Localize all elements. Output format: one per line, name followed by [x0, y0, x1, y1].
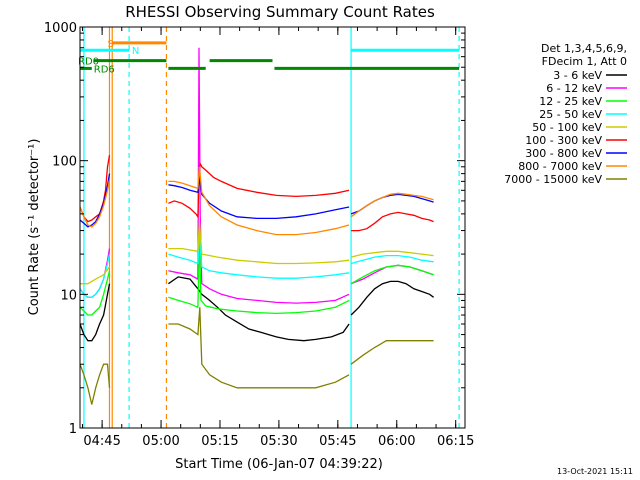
legend-entry-label: 7000 - 15000 keV [504, 173, 602, 186]
x-tick-label: 06:00 [378, 434, 415, 449]
x-tick-label: 05:30 [260, 434, 297, 449]
x-tick-label: 05:00 [142, 434, 179, 449]
series-line-2 [168, 238, 350, 315]
series-line-4 [80, 266, 111, 285]
series-line-6 [168, 177, 350, 220]
series-line-7 [350, 192, 434, 218]
series-line-7 [168, 166, 350, 236]
mode-bar-label: S [108, 39, 114, 50]
series-line-4 [350, 250, 434, 258]
y-tick-label: 10 [60, 288, 77, 303]
legend-entry-label: 6 - 12 keV [546, 82, 602, 95]
series-line-3 [79, 253, 111, 298]
x-axis-label: Start Time (06-Jan-07 04:39:22) [175, 457, 383, 472]
legend-entry-label: 100 - 300 keV [525, 134, 602, 147]
x-tick-label: 04:45 [83, 434, 120, 449]
series-line-0 [79, 283, 111, 342]
series-line-5 [351, 211, 434, 232]
y-tick-label: 100 [52, 155, 77, 170]
footer-timestamp: 13-Oct-2021 15:11 [557, 467, 633, 476]
legend: Det 1,3,4,5,6,9,FDecim 1, Att 03 - 6 keV… [504, 42, 627, 186]
legend-header: FDecim 1, Att 0 [542, 55, 627, 68]
series-line-6 [79, 173, 111, 228]
legend-entry-label: 300 - 800 keV [525, 147, 602, 160]
mode-bar-label: RD6 [94, 64, 115, 75]
mode-bar-label: N [132, 46, 139, 57]
series-line-8 [168, 307, 350, 389]
series-line-5 [79, 154, 111, 223]
series-line-7 [79, 179, 111, 228]
series-line-2 [350, 264, 434, 285]
series-line-3 [350, 254, 434, 265]
x-tick-label: 06:15 [437, 434, 474, 449]
legend-entry-label: 25 - 50 keV [539, 108, 602, 121]
series-line-2 [79, 270, 111, 316]
series-line-8 [350, 340, 434, 365]
y-tick-label: 1 [69, 422, 77, 437]
legend-entry-label: 50 - 100 keV [532, 121, 602, 134]
mode-bar-label: RD0 [78, 57, 99, 68]
legend-entry-label: 3 - 6 keV [553, 69, 602, 82]
series-line-8 [79, 363, 111, 405]
series-line-4 [168, 221, 350, 265]
series-line-1 [168, 47, 350, 304]
axes: 04:45 05:00 05:15 05:30 05:45 06:00 06:15 1 10 10… [44, 21, 475, 449]
y-tick-label: 1000 [44, 21, 77, 36]
legend-entry-label: 12 - 25 keV [539, 95, 602, 108]
chart-title: RHESSI Observing Summary Count Rates [125, 3, 435, 21]
y-axis-label: Count Rate (s⁻¹ detector⁻¹) [27, 139, 42, 316]
legend-entry-label: 800 - 7000 keV [518, 160, 602, 173]
series-line-0 [350, 280, 434, 316]
series-line-3 [168, 230, 350, 279]
legend-header: Det 1,3,4,5,6,9, [541, 42, 627, 55]
x-tick-label: 05:45 [319, 434, 356, 449]
series-line-5 [168, 161, 350, 219]
axes-frame [79, 26, 466, 429]
x-tick-label: 05:15 [201, 434, 238, 449]
